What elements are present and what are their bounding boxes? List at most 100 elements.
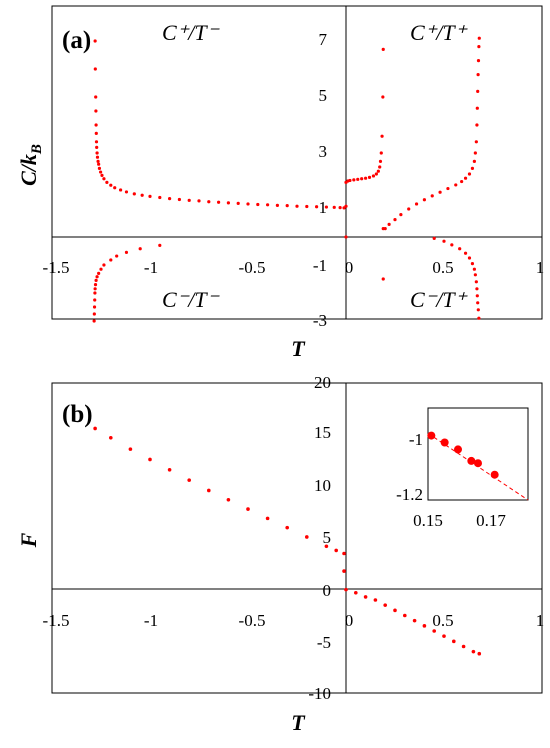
data-point (373, 598, 378, 602)
data-point (115, 254, 119, 258)
data-point (332, 205, 336, 209)
inset-data-point (427, 431, 436, 440)
data-point (412, 618, 417, 623)
quadrant-label-top-right: C⁺/T⁺ (410, 20, 469, 45)
data-point (475, 123, 479, 127)
data-point (92, 312, 96, 316)
data-point (432, 236, 436, 240)
data-point (265, 516, 270, 521)
data-point (93, 287, 97, 291)
data-point (226, 201, 230, 205)
data-point (463, 176, 468, 180)
data-point (97, 271, 101, 275)
data-point (393, 218, 397, 222)
panel-b-ytick-label: 10 (314, 476, 331, 495)
data-point (94, 278, 98, 282)
data-point (93, 67, 97, 71)
data-point (393, 608, 397, 613)
panel-a-frame (51, 5, 543, 320)
panel-a-xtick-label: 0 (345, 258, 354, 277)
data-point (236, 201, 240, 205)
panel-b-y-axis-label: F (16, 532, 41, 548)
panel-a-ytick-label: -1 (313, 256, 327, 275)
panel-a-xtick-label: -1.5 (43, 258, 70, 277)
data-point (422, 198, 426, 202)
panel-b-xtick-label: -1 (144, 611, 158, 630)
data-point (315, 205, 319, 209)
data-point (442, 239, 446, 243)
data-point (463, 251, 468, 255)
data-point (430, 194, 434, 198)
data-point (99, 267, 103, 271)
data-point (256, 202, 260, 207)
data-point (97, 162, 101, 166)
panel-a-ytick-label: 5 (319, 86, 328, 105)
data-point (470, 262, 475, 266)
inset-data-point (474, 459, 482, 468)
data-point (387, 222, 391, 226)
data-point (356, 177, 360, 181)
inset-xtick-label: 0.15 (413, 511, 443, 530)
data-point (128, 447, 133, 451)
data-point (113, 186, 117, 190)
data-point (360, 177, 364, 181)
data-point (473, 273, 477, 277)
data-point (376, 169, 380, 173)
data-point (344, 204, 348, 208)
data-point (475, 106, 479, 110)
panel-a: -1.5 -1 -0.5 0 0.5 1 -3 -1 1 3 5 7 (a) C… (16, 5, 545, 361)
data-point (374, 172, 378, 176)
data-point (472, 159, 476, 163)
inset-xtick-label: 0.17 (476, 511, 506, 530)
panel-a-y-axis-label: C/kB (16, 144, 45, 186)
data-point (475, 287, 479, 291)
panel-b-ytick-label: 20 (314, 373, 331, 392)
inset-ytick-label: -1 (409, 430, 423, 449)
inset-data-point (440, 438, 449, 447)
data-point (342, 551, 346, 556)
data-point (461, 644, 466, 649)
data-point (93, 283, 98, 287)
data-point (476, 308, 480, 312)
data-point (476, 301, 480, 305)
data-point (100, 173, 104, 177)
data-point (414, 202, 419, 206)
data-point (305, 535, 309, 539)
data-point (364, 176, 368, 180)
data-point (102, 177, 106, 181)
panel-a-x-axis-label: T (291, 336, 306, 361)
data-point (367, 175, 372, 179)
data-point (476, 89, 480, 93)
data-point (378, 159, 383, 163)
panel-b-xtick-label: -1.5 (43, 611, 70, 630)
data-point (119, 188, 123, 192)
data-point (477, 316, 481, 320)
data-point (344, 235, 348, 239)
panel-a-ytick-label: 1 (319, 198, 328, 217)
data-point (446, 186, 450, 191)
data-point (95, 151, 99, 155)
data-point (442, 634, 446, 638)
data-point (285, 525, 290, 530)
panel-b-ytick-label: 15 (314, 423, 331, 442)
inset-fit-line (427, 432, 529, 501)
data-point (158, 243, 162, 247)
inset-frame (427, 407, 529, 501)
data-point (476, 59, 481, 63)
data-point (99, 170, 103, 174)
data-point (467, 172, 472, 176)
data-point (109, 258, 113, 262)
data-point (380, 134, 384, 138)
panel-b-y-axis-label-group: F (16, 532, 41, 548)
panel-b-x-axis-label: T (291, 710, 306, 735)
data-point (246, 202, 250, 206)
data-point (148, 457, 152, 462)
panel-b-label: (b) (62, 401, 93, 428)
inset-data-point (490, 470, 499, 479)
data-point (93, 426, 97, 431)
data-point (422, 624, 427, 628)
panel-a-xtick-label: -0.5 (239, 258, 266, 277)
panel-a-xtick-label: 1 (536, 258, 545, 277)
data-point (470, 166, 475, 170)
